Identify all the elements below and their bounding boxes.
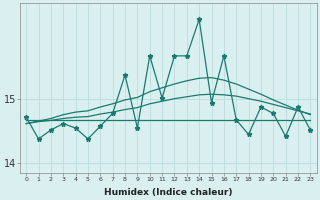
X-axis label: Humidex (Indice chaleur): Humidex (Indice chaleur) <box>104 188 233 197</box>
